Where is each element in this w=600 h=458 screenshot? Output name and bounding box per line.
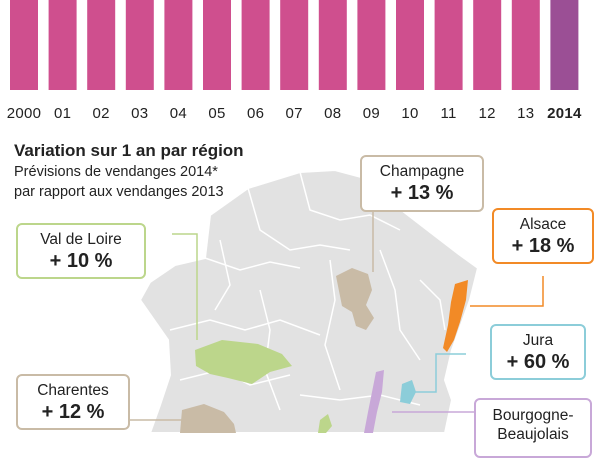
jura-value: + 60 % (506, 351, 570, 373)
bar-03 (125, 0, 154, 90)
jura-name: Jura (522, 332, 554, 349)
charentes-value: + 12 % (41, 401, 105, 423)
bourgogne-beaujolais-region (364, 370, 384, 433)
val-de-loire-region (195, 340, 292, 384)
champagne-value: + 13 % (390, 182, 454, 204)
year-label-11: 11 (440, 105, 457, 122)
year-label-02: 02 (92, 105, 110, 122)
bar-04 (164, 0, 193, 90)
bar-01 (48, 0, 77, 90)
year-label-10: 10 (401, 105, 419, 122)
bar-09 (357, 0, 386, 90)
bar-08 (318, 0, 347, 90)
val-de-loire-value: + 10 % (49, 250, 113, 272)
bourgogne-beaujolais-region-2 (318, 414, 332, 433)
year-label-05: 05 (208, 105, 226, 122)
year-label-13: 13 (517, 105, 535, 122)
charentes-label: Charentes + 12 % (16, 374, 130, 430)
jura-label: Jura + 60 % (490, 324, 586, 380)
map-subtitle-line1: Prévisions de vendanges 2014* (14, 164, 218, 180)
bar-06 (241, 0, 270, 90)
val-de-loire-leader (172, 233, 198, 340)
year-label-03: 03 (131, 105, 149, 122)
alsace-name: Alsace (519, 216, 567, 233)
harvest-bar-chart (10, 0, 579, 90)
charentes-name: Charentes (37, 382, 109, 399)
year-label-04: 04 (169, 105, 188, 122)
year-label-08: 08 (324, 105, 342, 122)
alsace-label: Alsace + 18 % (492, 208, 594, 264)
year-label-2000: 2000 (6, 105, 42, 122)
year-label-01: 01 (53, 105, 72, 122)
charentes-region (180, 404, 236, 433)
year-label-07: 07 (285, 105, 303, 122)
bar-11 (434, 0, 463, 90)
year-label-06: 06 (246, 105, 265, 122)
france-wine-map (110, 168, 544, 433)
bourgogne-beaujolais-label: Bourgogne- Beaujolais (474, 398, 592, 458)
beaujolais-name: Beaujolais (497, 426, 569, 443)
alsace-value: + 18 % (511, 235, 575, 257)
bar-12 (473, 0, 502, 90)
champagne-label: Champagne + 13 % (360, 155, 484, 212)
bar-2014 (550, 0, 579, 90)
map-subtitle-line2: par rapport aux vendanges 2013 (14, 184, 224, 200)
bar-02 (87, 0, 116, 90)
val-de-loire-name: Val de Loire (40, 231, 122, 248)
alsace-region (443, 280, 468, 352)
alsace-leader (470, 276, 544, 307)
val-de-loire-label: Val de Loire + 10 % (16, 223, 146, 279)
bar-05 (203, 0, 231, 90)
bar-2000 (10, 0, 38, 90)
bar-07 (280, 0, 309, 90)
champagne-name: Champagne (379, 163, 465, 180)
year-label-2014: 2014 (547, 105, 582, 122)
map-title: Variation sur 1 an par région (14, 141, 244, 160)
bar-10 (396, 0, 424, 90)
bourgogne-name: Bourgogne- (492, 407, 574, 424)
champagne-region (336, 268, 374, 330)
bar-13 (511, 0, 540, 90)
year-label-09: 09 (362, 105, 381, 122)
jura-region (400, 380, 416, 404)
jura-leader (412, 353, 466, 393)
year-label-12: 12 (478, 105, 496, 122)
